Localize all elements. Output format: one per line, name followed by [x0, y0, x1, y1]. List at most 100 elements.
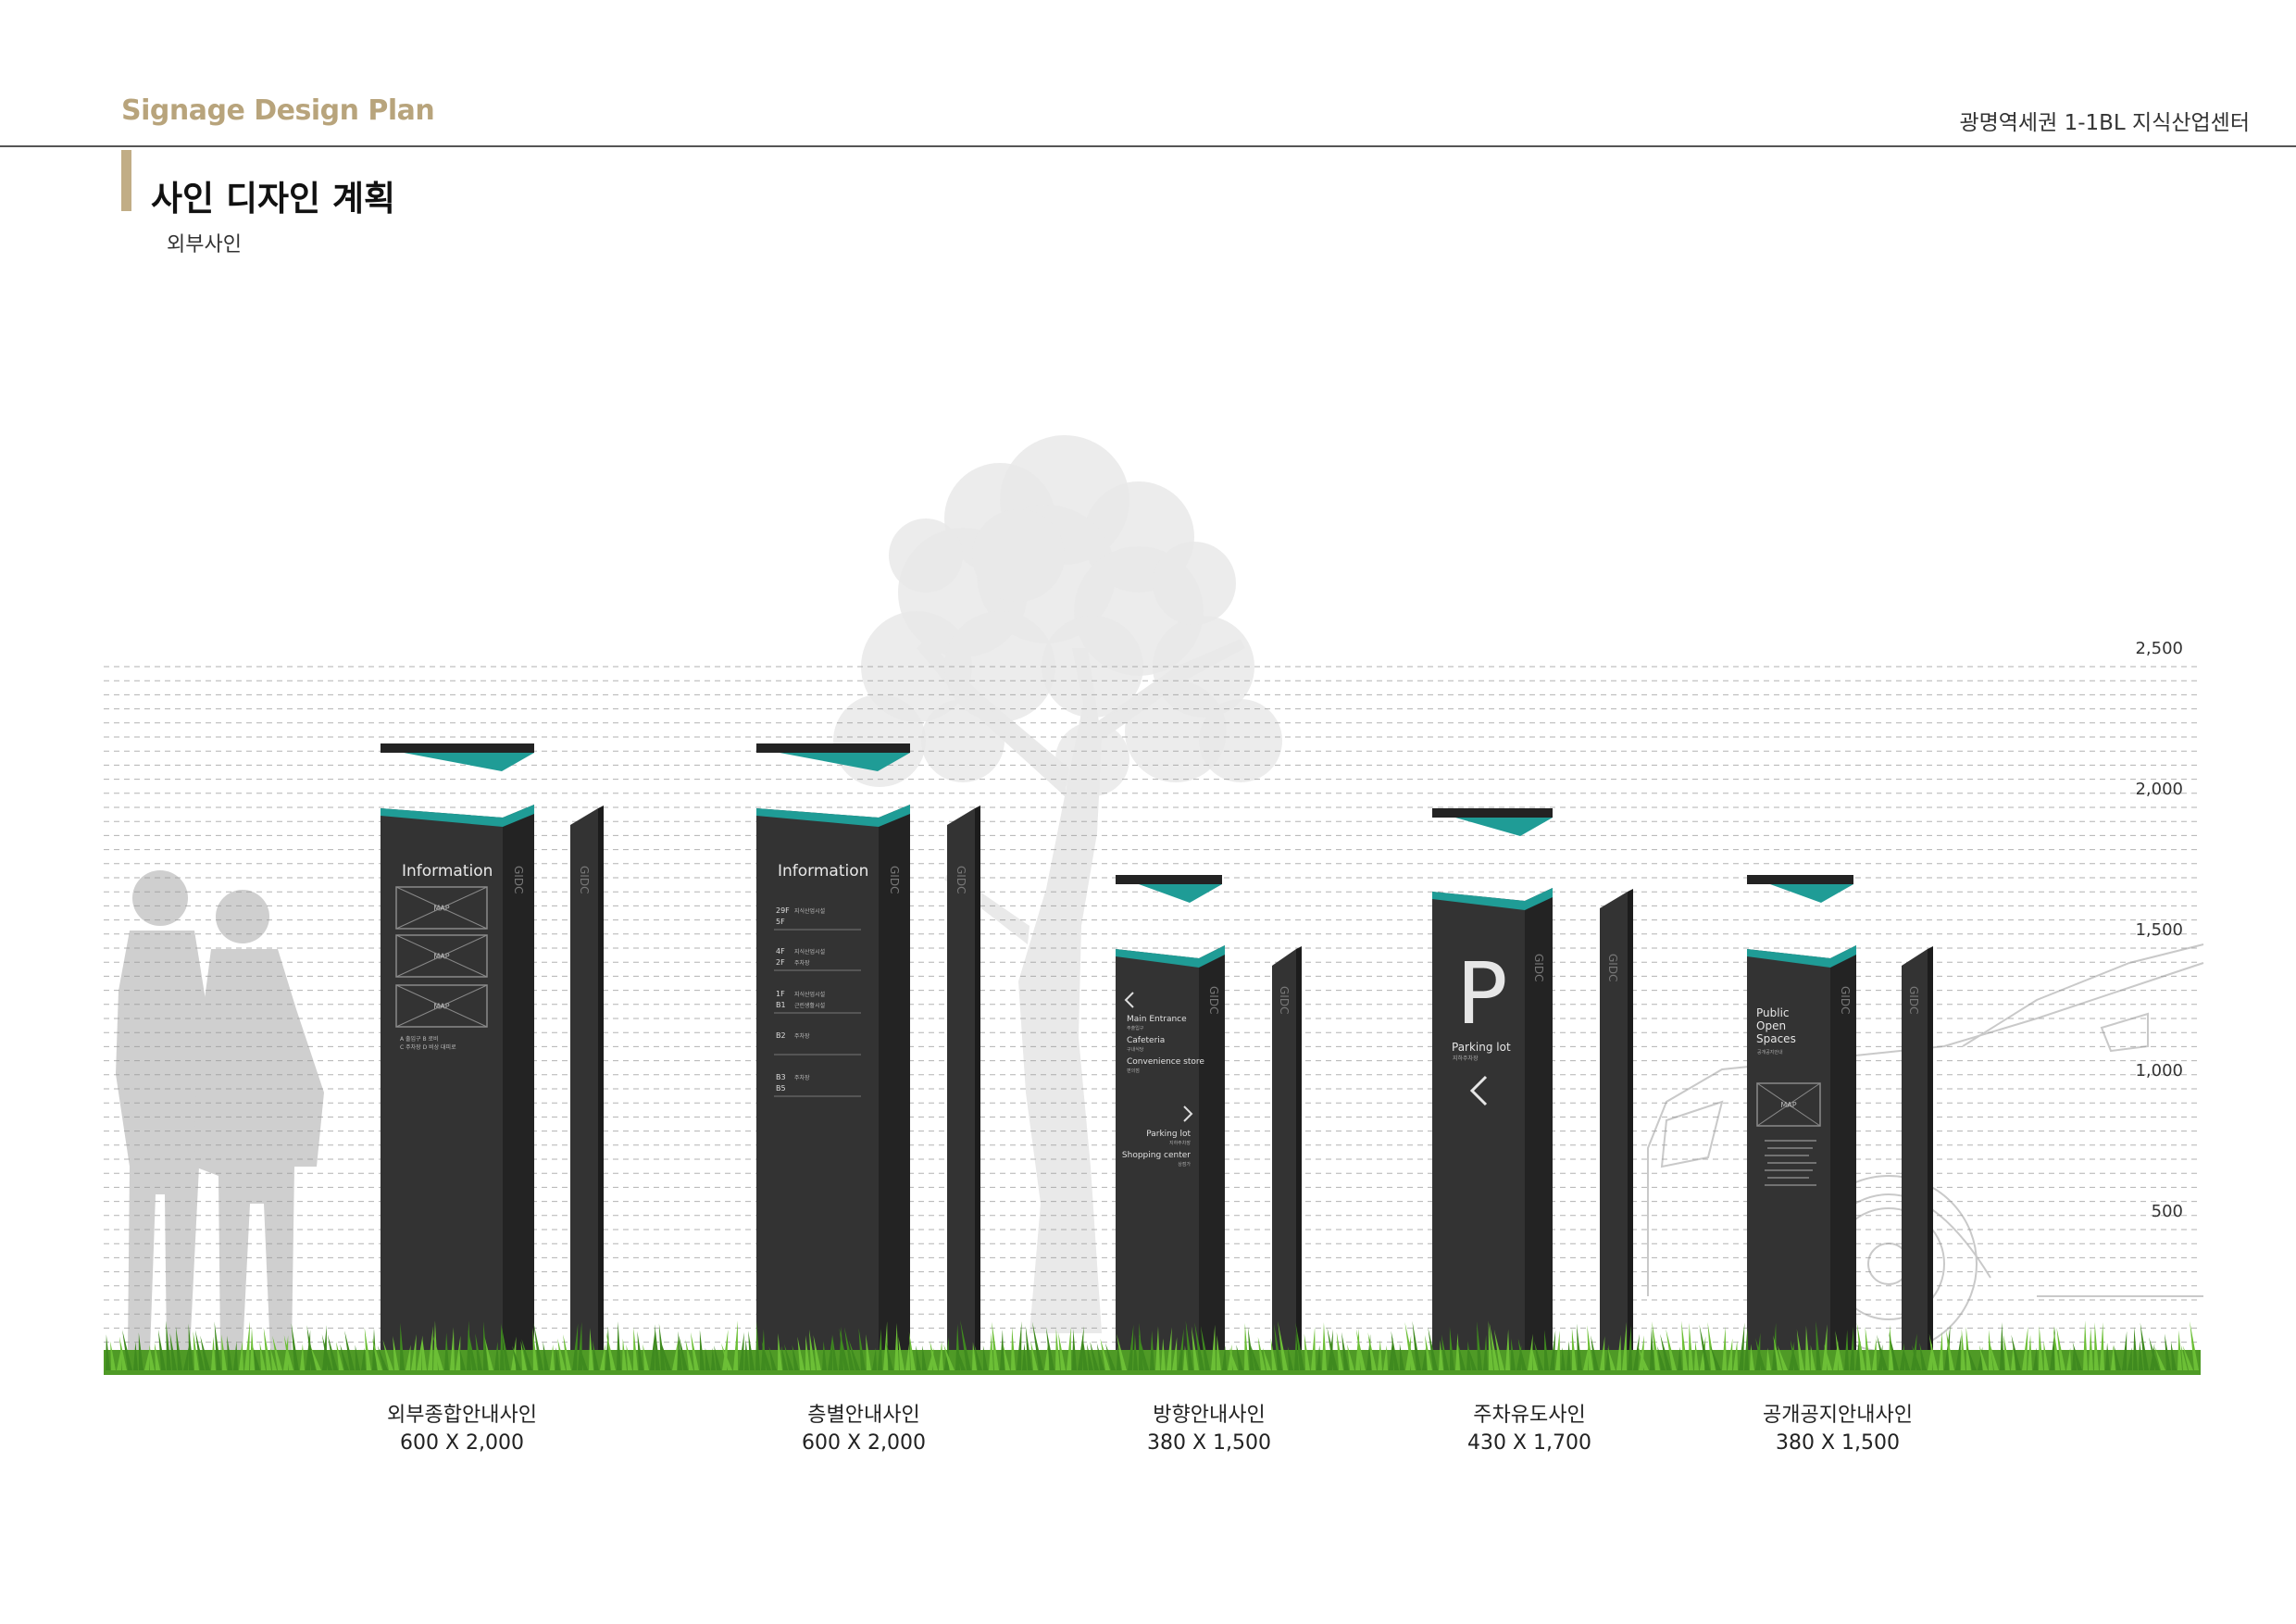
grass-blade	[1104, 1343, 1116, 1370]
grass-blade	[2100, 1321, 2104, 1370]
side-view-panel-edge	[598, 806, 604, 1375]
grass-blade	[110, 1341, 116, 1370]
grass-blade	[1919, 1343, 1927, 1370]
grass-blade	[1229, 1347, 1238, 1370]
sign-name: 공개공지안내사인	[1763, 1404, 1913, 1427]
pillar-top-band	[503, 805, 534, 827]
tree-foliage	[921, 699, 1004, 782]
grass-blade	[1025, 1326, 1032, 1370]
grass-blade	[1247, 1327, 1254, 1370]
map-placeholder	[1756, 1082, 1821, 1127]
grass-blade	[1287, 1345, 1293, 1370]
grass-ground	[104, 1320, 2201, 1375]
grass-blade	[898, 1336, 905, 1370]
background-illustration	[116, 435, 2204, 1353]
grass-blade	[1000, 1330, 1004, 1370]
grass-blade	[1955, 1334, 1962, 1370]
grass-blade	[1030, 1341, 1038, 1370]
grass-blade	[1316, 1345, 1321, 1370]
side-view-panel-edge	[1628, 889, 1633, 1375]
brand-vertical-label: GIDC	[578, 866, 591, 893]
grass-blade	[956, 1347, 966, 1370]
grass-blade	[905, 1343, 910, 1370]
sign-face-subtitle: 공개공지안내	[1757, 1049, 1783, 1056]
grass-blade	[579, 1345, 588, 1370]
grass-blade	[1178, 1328, 1184, 1370]
grass-blade	[1657, 1345, 1666, 1370]
grass-blade	[511, 1336, 517, 1370]
grass-blade	[784, 1343, 793, 1370]
grass-blade	[484, 1337, 493, 1370]
grass-blade	[2053, 1325, 2060, 1370]
grass-blade	[521, 1339, 532, 1370]
grass-blade	[1405, 1334, 1412, 1370]
grass-blade	[809, 1329, 816, 1370]
pillar-top-band	[1199, 945, 1225, 968]
grass-blade	[839, 1328, 849, 1370]
grass-blade	[364, 1327, 371, 1370]
sign-size: 600 X 2,000	[801, 1431, 927, 1455]
scale-tick-label: 1,500	[2135, 920, 2183, 940]
tree-foliage	[1153, 542, 1236, 625]
grass-blade	[372, 1338, 382, 1370]
brand-vertical-label: GIDC	[1839, 986, 1852, 1014]
floor-description: 지식산업시설	[794, 948, 825, 956]
grass-blade	[1978, 1344, 1988, 1370]
pillar-top-band	[879, 805, 910, 827]
grass-blade	[1699, 1324, 1710, 1370]
grass-blade	[428, 1326, 433, 1370]
grass-blade	[2072, 1342, 2082, 1370]
people-silhouettes	[116, 870, 324, 1352]
grass-blade	[1561, 1347, 1566, 1370]
sign-name: 주차유도사인	[1473, 1404, 1586, 1427]
grass-blade	[1577, 1323, 1582, 1370]
grass-blade	[2170, 1341, 2177, 1370]
grass-blade	[1722, 1326, 1727, 1370]
grass-blade	[1633, 1333, 1640, 1370]
grass-blade	[1961, 1328, 1965, 1370]
side-view-panel	[1902, 949, 1928, 1375]
grass-blade	[233, 1341, 238, 1370]
grass-blade	[705, 1347, 710, 1370]
brand-vertical-label: GIDC	[1278, 986, 1291, 1014]
grass-blade	[250, 1327, 255, 1370]
grass-blade	[1865, 1327, 1871, 1370]
grass-blade	[1694, 1341, 1699, 1370]
pillar-front-face	[756, 808, 879, 1375]
grass-blade	[589, 1328, 593, 1370]
grass-blade	[2180, 1344, 2188, 1370]
grass-blade	[2177, 1330, 2182, 1370]
grass-blade	[1128, 1324, 1134, 1370]
grass-blade	[1835, 1330, 1843, 1370]
grass-blade	[878, 1328, 882, 1370]
grass-blade	[711, 1347, 716, 1370]
grass-blade	[1412, 1320, 1421, 1370]
grass-blade	[831, 1334, 838, 1370]
grass-blade	[813, 1335, 821, 1370]
floor-description: 주차장	[794, 1032, 810, 1040]
grass-blade	[400, 1322, 405, 1370]
grass-blade	[200, 1335, 210, 1370]
grass-blade	[1383, 1345, 1388, 1370]
grass-blade	[1191, 1326, 1199, 1370]
grass-blade	[1378, 1340, 1382, 1370]
grass-blade	[1133, 1333, 1138, 1370]
grass-blade	[1150, 1330, 1154, 1370]
map-label: MAP	[433, 1003, 449, 1011]
grass-blade	[974, 1344, 982, 1370]
side-view-panel-edge	[975, 806, 980, 1375]
grass-blade	[557, 1338, 566, 1370]
tree-foliage	[1055, 722, 1129, 796]
grass-blade	[1710, 1344, 1721, 1370]
grass-blade	[555, 1347, 560, 1370]
side-view-panel	[1272, 949, 1296, 1375]
grass-blade	[1347, 1343, 1354, 1370]
grass-blade	[605, 1326, 610, 1370]
grass-blade	[1250, 1344, 1260, 1370]
map-placeholder	[395, 886, 488, 930]
grass-blade	[2011, 1343, 2015, 1370]
grass-blade	[960, 1320, 971, 1370]
grass-blade	[253, 1347, 260, 1370]
grass-blade	[1304, 1333, 1310, 1370]
